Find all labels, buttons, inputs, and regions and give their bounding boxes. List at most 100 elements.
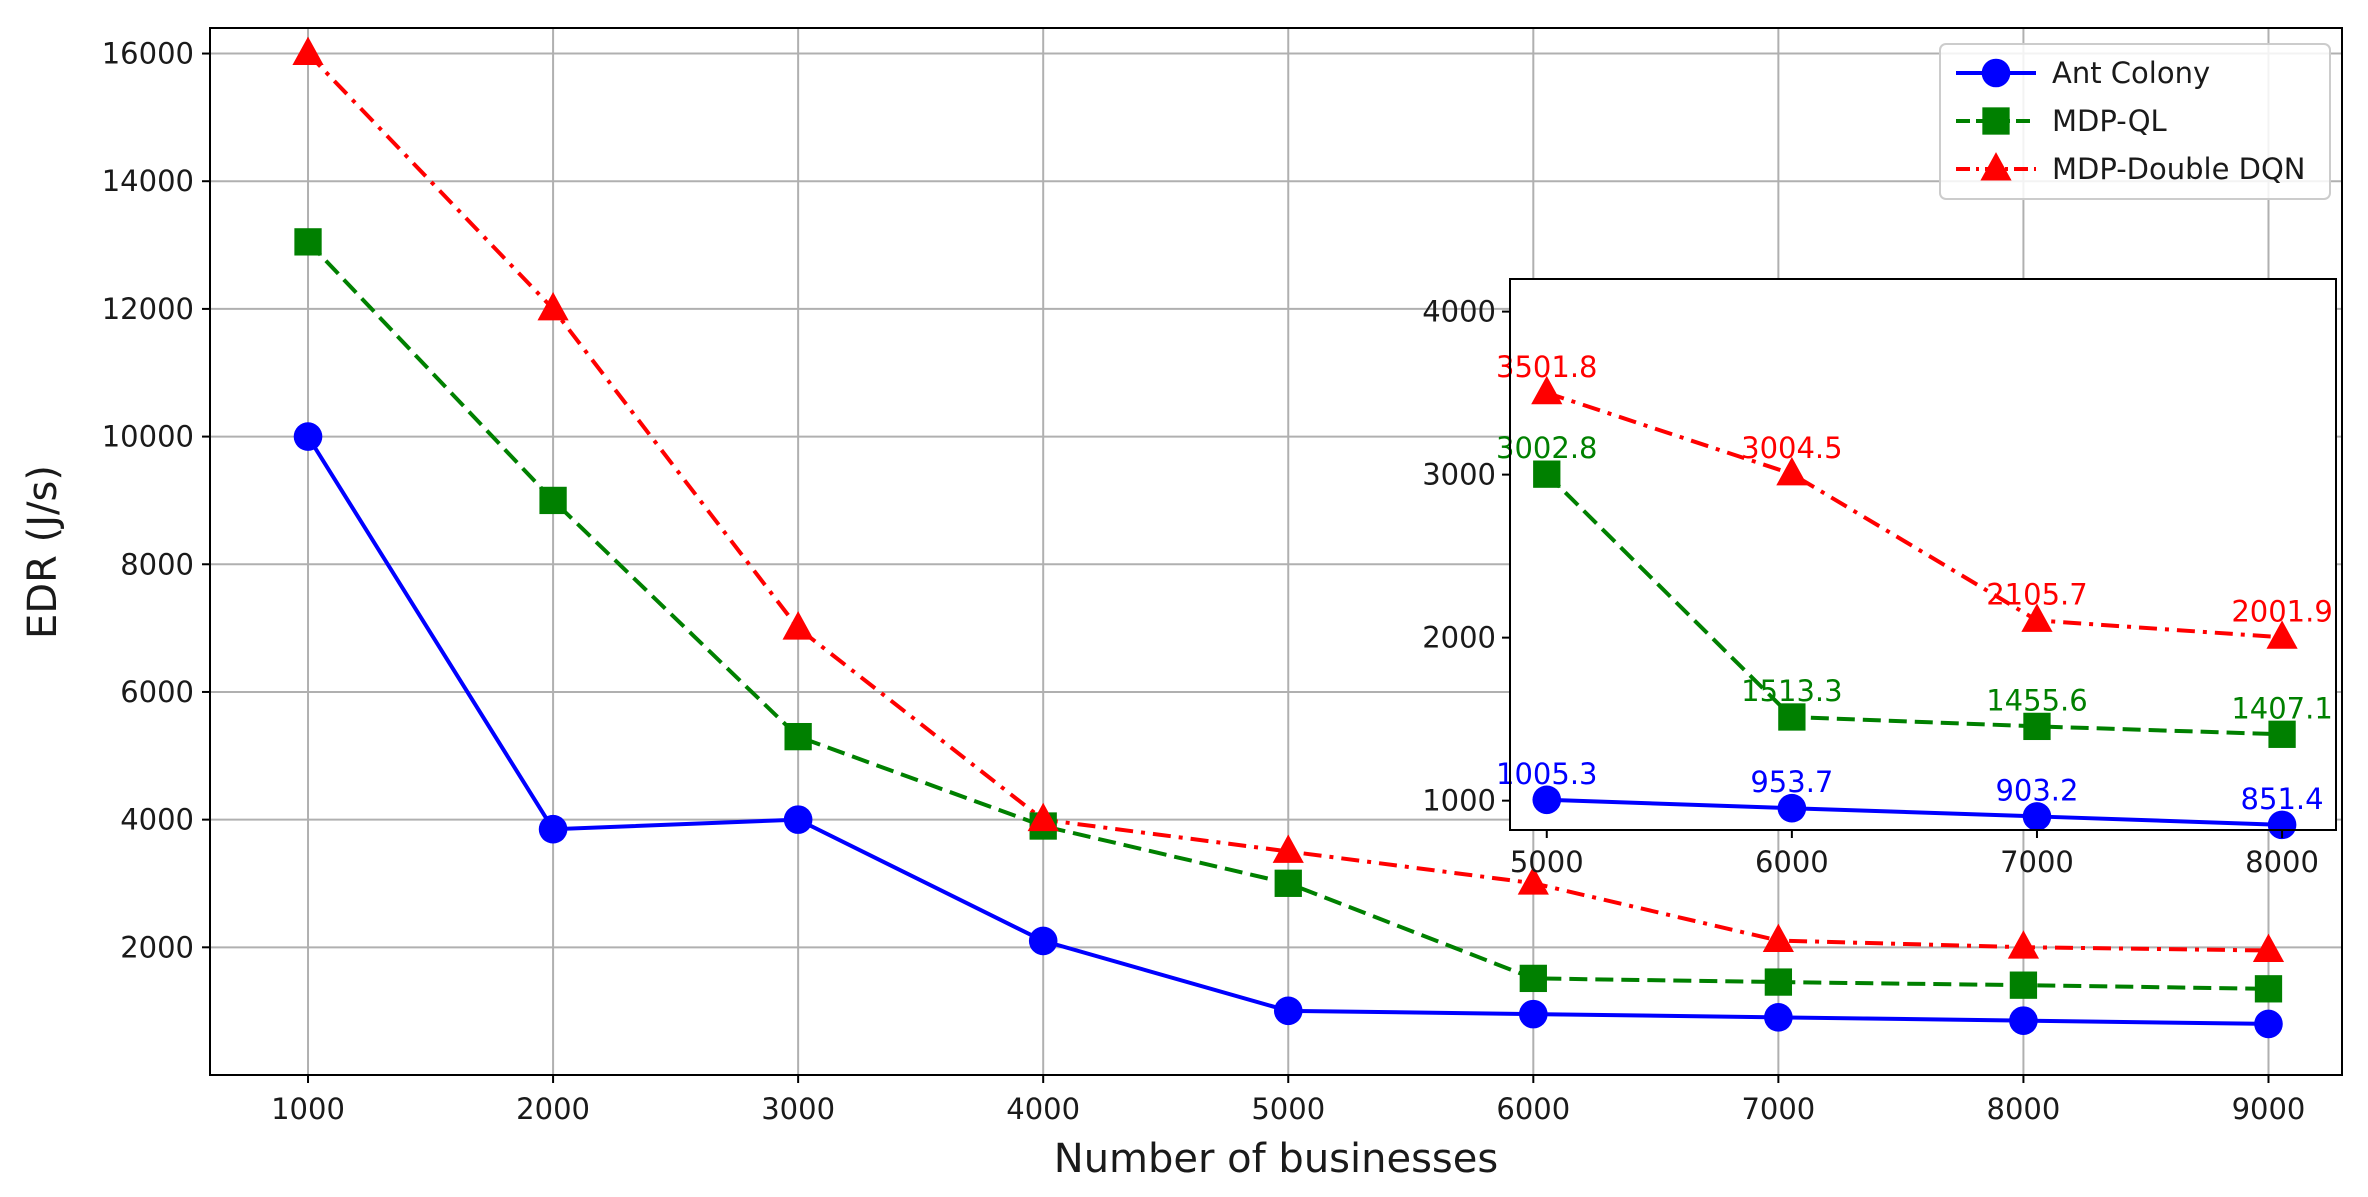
data-point-1-8: [2254, 975, 2283, 1003]
x-tick-label: 6000: [1496, 1092, 1570, 1126]
inset-y-tick-label: 1000: [1422, 784, 1496, 818]
data-point-2-4: [1272, 834, 1304, 863]
y-tick-label: 4000: [120, 803, 194, 837]
inset-data-label: 851.4: [2241, 782, 2324, 816]
y-tick-label: 6000: [120, 675, 194, 709]
legend-marker: [1980, 152, 2012, 181]
inset-data-point-1-1: [1778, 703, 1806, 731]
inset-series-lines: [1545, 390, 2283, 827]
legend: Ant Colony MDP-QL MDP-Double DQN: [1939, 43, 2331, 200]
inset-data-labels: 1005.3 953.7 903.2 851.4 3002.8 1513.3 1455.6 1…: [1496, 350, 2333, 816]
inset-data-label: 2001.9: [2231, 594, 2332, 628]
inset-data-label: 1513.3: [1741, 674, 1842, 708]
legend-marker: [1982, 107, 2010, 135]
y-tick-label: 10000: [102, 420, 194, 454]
data-point-2-2: [782, 611, 814, 640]
inset-chart: 1005.3 953.7 903.2 851.4 3002.8 1513.3 1455.6 1…: [1422, 278, 2337, 879]
data-point-1-2: [784, 722, 812, 751]
inset-data-point-2-1: [1776, 456, 1808, 486]
y-tick-label: 12000: [102, 292, 194, 326]
data-point-0-4: [1273, 996, 1303, 1026]
inset-data-label: 1005.3: [1496, 757, 1597, 791]
legend-label: MDP-QL: [2052, 104, 2167, 138]
data-point-0-0: [293, 422, 323, 451]
data-point-2-3: [1027, 802, 1059, 832]
data-point-0-8: [2254, 1009, 2283, 1039]
inset-data-point-0-2: [2022, 802, 2052, 831]
legend-marker: [1981, 58, 2011, 88]
legend-label: MDP-Double DQN: [2052, 152, 2306, 186]
inset-y-tick-label: 2000: [1422, 621, 1496, 655]
data-point-1-4: [1274, 869, 1302, 897]
x-tick-label: 5000: [1251, 1092, 1325, 1126]
data-point-1-5: [1519, 964, 1547, 993]
inset-frame: [1509, 278, 2337, 831]
inset-series-line-0: [1546, 797, 2283, 827]
data-point-0-3: [1028, 926, 1058, 956]
series-line-2: [306, 52, 2269, 953]
inset-data-point-1-0: [1533, 460, 1561, 488]
inset-data-point-2-0: [1531, 375, 1563, 405]
data-point-1-7: [2009, 971, 2038, 999]
x-tick-label: 4000: [1006, 1092, 1080, 1126]
inset-data-point-2-2: [2021, 603, 2053, 632]
x-tick-label: 9000: [2232, 1092, 2306, 1126]
y-tick-label: 16000: [102, 37, 194, 71]
data-point-0-1: [538, 814, 568, 844]
inset-data-point-0-0: [1532, 785, 1562, 815]
data-point-2-1: [537, 291, 569, 321]
data-point-1-0: [294, 228, 322, 256]
inset-data-label: 2105.7: [1986, 577, 2087, 611]
x-tick-label: 3000: [761, 1092, 835, 1126]
legend-item-1: MDP-QL: [1956, 104, 2167, 138]
legend-label: Ant Colony: [2052, 56, 2210, 90]
data-point-2-6: [1762, 923, 1794, 953]
inset-x-tick-label: 8000: [2245, 845, 2319, 879]
inset-background: [1510, 279, 2336, 830]
y-axis-label: EDR (J/s): [20, 465, 66, 639]
legend-item-0: Ant Colony: [1956, 56, 2210, 90]
inset-x-tick-label: 5000: [1510, 845, 1584, 879]
x-tick-label: 7000: [1741, 1092, 1815, 1126]
inset-x-tick-label: 6000: [1755, 845, 1829, 879]
inset-data-point-0-3: [2267, 810, 2297, 840]
x-tick-label: 8000: [1987, 1092, 2061, 1126]
legend-box: [1939, 43, 2331, 200]
main-x-ticks: 1000 2000 3000 4000 5000 6000 7000 8000 9000: [271, 1075, 2305, 1126]
inset-data-label: 953.7: [1750, 765, 1833, 799]
inset-x-ticks: 5000 6000 7000 8000: [1510, 830, 2319, 879]
inset-data-label: 3004.5: [1741, 431, 1842, 465]
data-point-1-1: [539, 486, 567, 515]
inset-series-markers: [1531, 375, 2298, 840]
main-y-ticks: 2000 4000 6000 8000 10000 12000 14000 16000: [102, 37, 210, 964]
inset-y-ticks: 1000 2000 3000 4000: [1422, 295, 1510, 818]
inset-data-point-1-2: [2023, 712, 2051, 741]
inset-data-label: 3002.8: [1496, 431, 1597, 465]
x-tick-label: 1000: [271, 1092, 345, 1126]
inset-data-label: 903.2: [1995, 773, 2078, 807]
inset-y-tick-label: 3000: [1422, 458, 1496, 492]
main-plot-frame: [209, 27, 2343, 1076]
inset-data-label: 1455.6: [1986, 683, 2087, 717]
data-point-0-2: [783, 805, 813, 834]
data-point-1-6: [1764, 968, 1793, 996]
inset-x-tick-label: 7000: [2000, 845, 2074, 879]
main-series-markers: [292, 36, 2285, 1039]
legend-item-2: MDP-Double DQN: [1956, 152, 2306, 186]
y-tick-label: 2000: [120, 930, 194, 964]
data-point-0-6: [1764, 1003, 1793, 1032]
data-point-0-5: [1519, 999, 1548, 1029]
inset-series-line-1: [1545, 472, 2283, 737]
inset-data-point-1-3: [2268, 720, 2296, 748]
x-axis-label: Number of businesses: [1054, 1136, 1498, 1182]
inset-series-line-2: [1546, 390, 2283, 640]
data-point-2-8: [2252, 933, 2285, 962]
inset-data-label: 1407.1: [2231, 691, 2332, 725]
y-tick-label: 14000: [102, 164, 194, 198]
inset-data-label: 3501.8: [1496, 350, 1597, 384]
y-tick-label: 8000: [120, 547, 194, 581]
data-point-2-0: [292, 36, 324, 66]
data-point-0-7: [2009, 1006, 2038, 1035]
inset-data-point-2-3: [2266, 620, 2298, 649]
